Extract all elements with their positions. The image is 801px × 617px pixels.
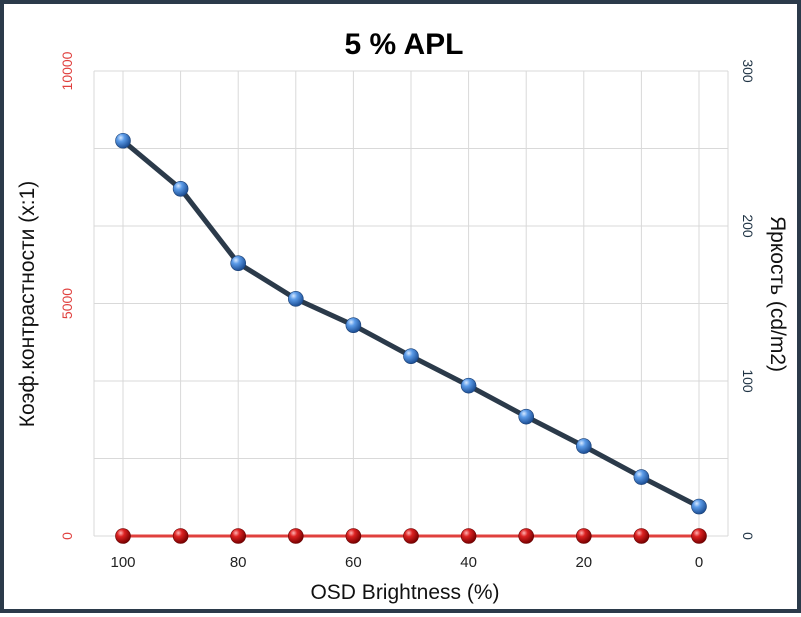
y-left-tick-label: 10000: [59, 51, 75, 90]
luminance-data-point: [691, 498, 707, 515]
x-axis-title: OSD Brightness (%): [310, 581, 499, 604]
series: [115, 132, 707, 544]
luminance-data-point: [460, 377, 477, 394]
y-left-tick-label: 5000: [59, 288, 75, 319]
luminance-data-point: [633, 469, 650, 485]
contrast-data-point: [460, 528, 477, 544]
luminance-data-point: [403, 348, 419, 365]
y-axis-right-title: Яркость (cd/m2): [766, 216, 789, 372]
y-axis-left-title: Коэф.контрастности (x:1): [16, 181, 39, 428]
grid: [93, 70, 729, 537]
contrast-data-point: [230, 528, 246, 544]
contrast-data-point: [575, 528, 592, 544]
y-right-tick-label: 0: [740, 532, 756, 540]
x-tick-label: 0: [695, 554, 703, 571]
contrast-data-point: [172, 528, 189, 544]
x-tick-label: 20: [575, 554, 592, 571]
x-tick-label: 60: [345, 554, 362, 571]
y-right-tick-label: 200: [740, 214, 756, 238]
chart-title: 5 % APL: [345, 28, 464, 61]
luminance-data-point: [575, 438, 592, 454]
luminance-data-point: [345, 317, 362, 334]
luminance-data-point: [115, 132, 131, 149]
contrast-data-point: [633, 528, 650, 544]
contrast-data-point: [287, 528, 304, 544]
contrast-data-point: [345, 528, 362, 544]
luminance-data-point: [518, 408, 535, 425]
luminance-data-point: [172, 181, 189, 197]
contrast-data-point: [518, 528, 535, 544]
y-left-tick-label: 0: [59, 532, 75, 540]
contrast-data-point: [691, 528, 707, 544]
x-tick-label: 100: [110, 554, 135, 571]
contrast-data-point: [403, 528, 419, 544]
x-tick-label: 40: [460, 554, 477, 571]
y-right-tick-label: 100: [740, 369, 756, 393]
contrast-data-point: [115, 528, 131, 544]
labels: 5 % APL OSD Brightness (%) Коэф.контраст…: [16, 28, 789, 604]
x-tick-label: 80: [230, 554, 247, 571]
luminance-data-point: [230, 255, 246, 272]
luminance-data-point: [287, 291, 304, 307]
y-right-tick-label: 300: [740, 59, 756, 83]
